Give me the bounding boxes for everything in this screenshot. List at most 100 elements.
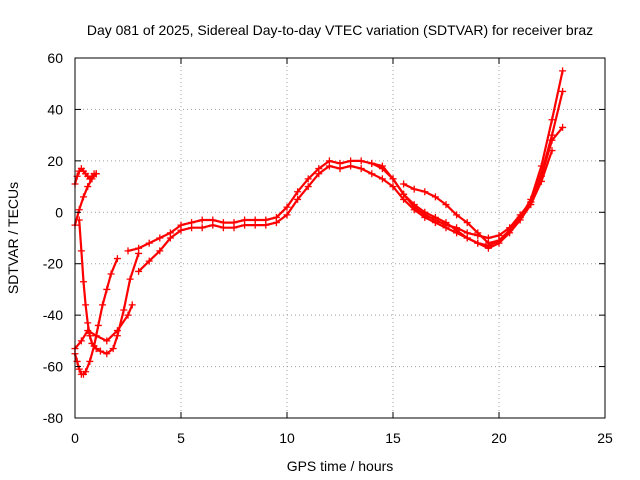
data-point-marker	[378, 175, 386, 183]
data-point-marker	[77, 247, 85, 255]
data-point-marker	[442, 219, 450, 227]
data-point-marker	[86, 332, 94, 340]
data-point-marker	[400, 180, 408, 188]
data-point-marker	[82, 368, 90, 376]
data-point-marker	[198, 224, 206, 232]
data-point-marker	[103, 350, 111, 358]
data-point-marker	[463, 219, 471, 227]
axis-ticks: 0 5 10 15 20 25 -80 -60 -40 -20 0 20 40 60	[43, 50, 613, 446]
data-point-marker	[294, 195, 302, 203]
data-point-marker	[410, 185, 418, 193]
data-point-marker	[88, 175, 96, 183]
x-tick-label: 15	[385, 430, 401, 446]
data-point-marker	[442, 201, 450, 209]
data-point-marker	[77, 337, 85, 345]
data-point-marker	[128, 301, 136, 309]
data-point-marker	[251, 221, 259, 229]
data-point-marker	[368, 170, 376, 178]
data-point-marker	[378, 162, 386, 170]
data-point-marker	[294, 188, 302, 196]
x-tick-label: 5	[177, 430, 185, 446]
x-tick-label: 0	[71, 430, 79, 446]
data-point-marker	[463, 234, 471, 242]
data-point-marker	[177, 226, 185, 234]
data-point-marker	[86, 357, 94, 365]
data-point-marker	[135, 267, 143, 275]
y-tick-label: -20	[43, 256, 63, 272]
data-point-marker	[272, 219, 280, 227]
data-point-marker	[262, 221, 270, 229]
data-point-marker	[156, 247, 164, 255]
data-point-marker	[548, 147, 556, 155]
data-point-marker	[421, 188, 429, 196]
data-point-marker	[506, 229, 514, 237]
series-arc-d	[75, 216, 143, 358]
data-point-marker	[219, 224, 227, 232]
series-line	[126, 126, 564, 252]
data-point-marker	[88, 339, 96, 347]
data-point-marker	[92, 332, 100, 340]
x-tick-label: 25	[597, 430, 613, 446]
data-point-marker	[241, 221, 249, 229]
data-point-marker	[145, 239, 153, 247]
data-point-marker	[120, 306, 128, 314]
y-tick-label: 20	[47, 153, 63, 169]
data-point-marker	[559, 67, 567, 75]
series-arc-c	[71, 255, 121, 378]
data-point-marker	[357, 157, 365, 165]
grid-lines	[75, 58, 605, 418]
data-point-marker	[94, 321, 102, 329]
y-tick-label: 40	[47, 101, 63, 117]
data-point-marker	[548, 116, 556, 124]
data-point-marker	[431, 193, 439, 201]
data-point-marker	[198, 216, 206, 224]
data-point-marker	[135, 244, 143, 252]
series-arc-g	[135, 67, 567, 275]
data-point-marker	[474, 229, 482, 237]
data-point-marker	[79, 278, 87, 286]
data-point-marker	[84, 327, 92, 335]
data-point-marker	[548, 131, 556, 139]
data-point-marker	[109, 345, 117, 353]
data-point-marker	[400, 190, 408, 198]
x-tick-label: 20	[491, 430, 507, 446]
data-point-marker	[92, 170, 100, 178]
data-point-marker	[315, 170, 323, 178]
data-point-marker	[421, 208, 429, 216]
data-point-marker	[516, 216, 524, 224]
data-point-marker	[559, 87, 567, 95]
series-line	[370, 149, 554, 250]
y-tick-label: -60	[43, 359, 63, 375]
data-point-marker	[188, 224, 196, 232]
data-point-marker	[484, 244, 492, 252]
data-point-marker	[304, 175, 312, 183]
data-point-marker	[230, 224, 238, 232]
data-point-marker	[453, 211, 461, 219]
data-point-marker	[559, 123, 567, 131]
data-point-marker	[84, 183, 92, 191]
data-point-marker	[75, 216, 83, 224]
y-tick-label: -40	[43, 307, 63, 323]
series-line	[73, 172, 98, 227]
y-tick-label: 0	[55, 204, 63, 220]
data-point-marker	[389, 175, 397, 183]
data-point-marker	[453, 226, 461, 234]
data-point-marker	[126, 275, 134, 283]
data-point-marker	[82, 301, 90, 309]
data-point-marker	[92, 345, 100, 353]
data-point-marker	[124, 311, 132, 319]
series-arc-e	[71, 301, 136, 353]
series-arc-i	[368, 147, 556, 252]
data-point-marker	[357, 165, 365, 173]
y-axis-label: SDTVAR / TECUs	[5, 182, 21, 294]
data-point-marker	[113, 327, 121, 335]
data-point-marker	[283, 203, 291, 211]
data-point-marker	[103, 337, 111, 345]
data-point-marker	[99, 301, 107, 309]
x-tick-label: 10	[279, 430, 295, 446]
data-point-marker	[495, 239, 503, 247]
data-point-marker	[537, 177, 545, 185]
data-point-marker	[325, 162, 333, 170]
data-point-marker	[166, 234, 174, 242]
